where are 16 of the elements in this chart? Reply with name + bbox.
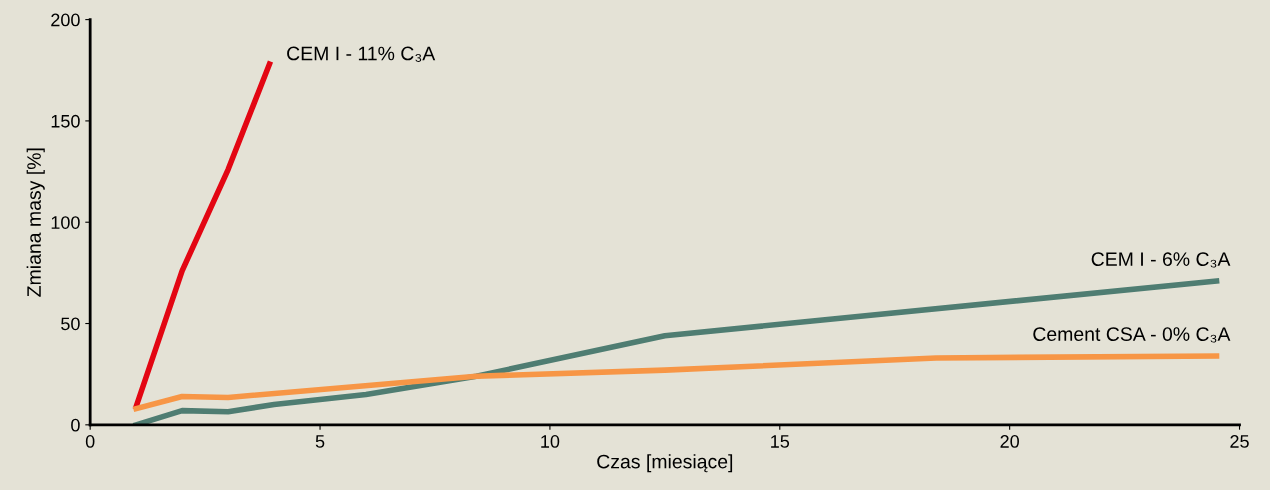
series-label: CEM I - 6% C₃A — [1091, 252, 1231, 268]
x-tick-label: 25 — [1230, 435, 1249, 448]
y-tick-label: 0 — [71, 418, 80, 432]
y-tick-label: 100 — [51, 216, 80, 229]
y-tick-label: 150 — [51, 114, 80, 128]
x-tick-label: 15 — [771, 435, 790, 448]
x-tick-label: 0 — [85, 435, 95, 448]
series-label: CEM I - 11% C₃A — [287, 46, 436, 62]
x-tick-label: 5 — [315, 435, 325, 448]
y-axis-title: Zmiana masy [%] — [26, 148, 45, 297]
x-axis-title: Czas [miesiące] — [597, 454, 733, 473]
y-tick-label: 200 — [51, 13, 80, 27]
series-label: Cement CSA - 0% C₃A — [1033, 327, 1231, 343]
x-tick-label: 20 — [1000, 435, 1019, 448]
y-tick-label: 50 — [61, 317, 80, 331]
x-tick-label: 10 — [541, 435, 560, 448]
